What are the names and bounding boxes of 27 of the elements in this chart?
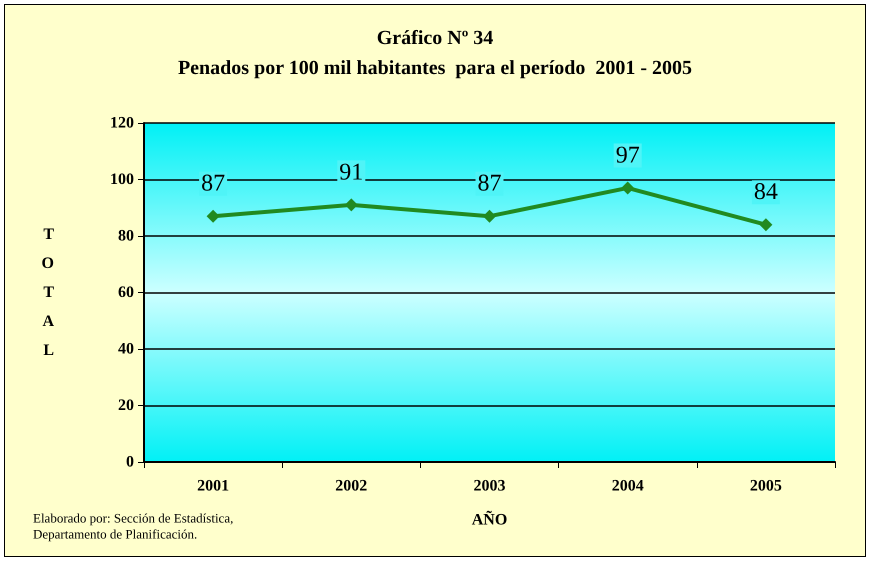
point (759, 218, 772, 232)
x-tick-label: 2001 (197, 478, 230, 494)
y-tick-label: 0 (126, 454, 134, 470)
y-tick-label: 120 (110, 114, 134, 132)
point (206, 210, 220, 223)
y-tick-label: 100 (110, 171, 134, 188)
data-label: 87 (478, 170, 502, 197)
data-label: 97 (616, 142, 640, 168)
data-label: 84 (754, 179, 778, 206)
x-tick-label: 2002 (335, 478, 368, 494)
x-tick-label: 2003 (474, 478, 506, 494)
data-label: 87 (201, 170, 226, 197)
x-tick-label: 2004 (612, 478, 644, 494)
x-tick-label: 2005 (750, 478, 782, 494)
data-label: 91 (339, 159, 364, 186)
y-tick-label: 60 (118, 284, 134, 301)
text: Elaborado por: Sección de Estadística, Departamento de Planificación. (33, 510, 234, 542)
y-axis-title: TOTAL (42, 226, 54, 359)
y-tick-label: 20 (118, 397, 134, 414)
y-tick-label: 80 (118, 228, 134, 244)
y-tick-label: 40 (118, 340, 134, 358)
chart-title: Gráfico Nº 34 (376, 27, 494, 49)
point (344, 198, 358, 212)
point (621, 181, 634, 194)
chart-subtitle: Penados por 100 mil habitantes para el período 2001 - 2005 (178, 57, 692, 79)
point (483, 210, 496, 223)
x-axis-title: AÑO (472, 510, 508, 528)
